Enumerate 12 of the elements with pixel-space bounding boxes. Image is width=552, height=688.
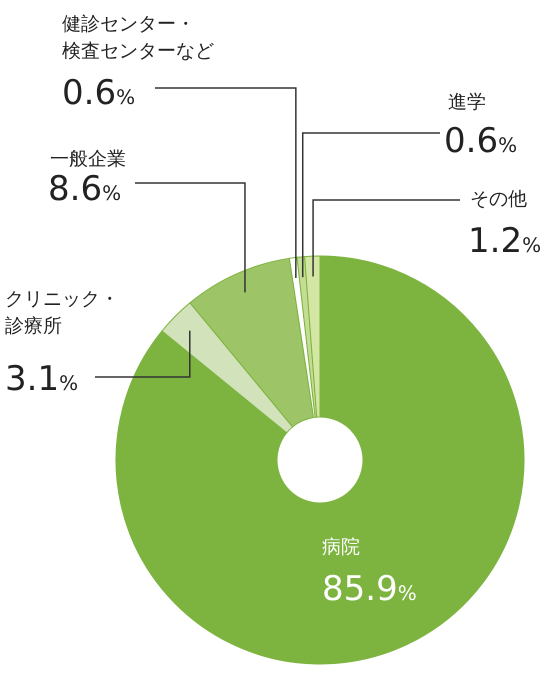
data-label: 0.6% — [62, 73, 136, 113]
slice-label: 病院 — [322, 536, 360, 558]
data-label: 85.9% — [322, 569, 417, 609]
slice-label: その他 — [470, 188, 527, 210]
data-label: 8.6% — [48, 169, 122, 209]
data-label: 0.6% — [444, 121, 518, 161]
data-label: 1.2% — [468, 221, 542, 261]
slice-label: 健診センター・検査センターなど — [62, 13, 214, 62]
data-label: 3.1% — [5, 359, 78, 399]
slice-label: クリニック・診療所 — [5, 288, 119, 337]
slice-label: 一般企業 — [50, 148, 126, 170]
slice-label: 進学 — [448, 91, 486, 113]
